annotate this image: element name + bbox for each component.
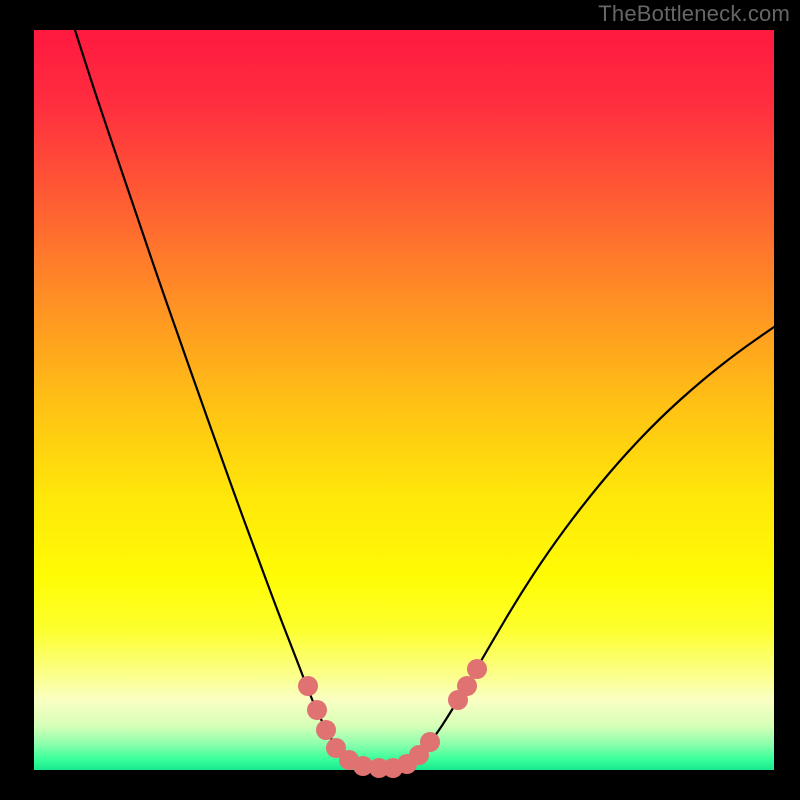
watermark-label: TheBottleneck.com — [598, 0, 790, 28]
data-marker — [467, 659, 487, 679]
data-marker — [307, 700, 327, 720]
data-marker — [316, 720, 336, 740]
data-marker — [420, 732, 440, 752]
bottleneck-chart — [0, 0, 800, 800]
data-marker — [298, 676, 318, 696]
plot-background — [34, 30, 774, 770]
data-marker — [457, 676, 477, 696]
